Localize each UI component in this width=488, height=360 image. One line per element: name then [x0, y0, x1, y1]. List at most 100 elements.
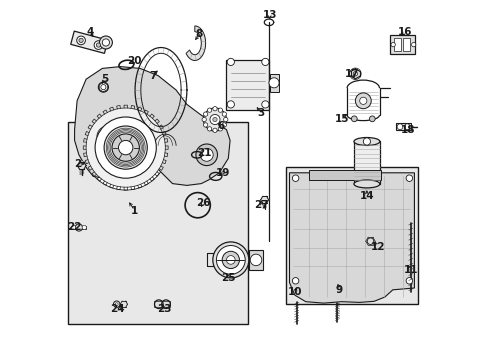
Circle shape [209, 114, 220, 125]
Circle shape [222, 123, 226, 127]
Text: 12: 12 [370, 242, 384, 252]
Text: 7: 7 [149, 71, 156, 81]
Circle shape [404, 124, 409, 130]
Circle shape [83, 105, 168, 190]
Ellipse shape [353, 180, 379, 188]
Text: 16: 16 [397, 27, 411, 37]
Polygon shape [120, 301, 127, 307]
Circle shape [79, 38, 83, 42]
Circle shape [99, 36, 112, 49]
Text: 19: 19 [215, 168, 230, 178]
Circle shape [223, 117, 227, 122]
Text: 18: 18 [400, 125, 415, 135]
Circle shape [352, 72, 357, 76]
Circle shape [200, 148, 213, 161]
Circle shape [113, 301, 120, 307]
Circle shape [216, 246, 244, 274]
Bar [309, 170, 381, 180]
Polygon shape [75, 67, 230, 185]
Polygon shape [186, 26, 205, 60]
Circle shape [218, 108, 222, 112]
Text: 25: 25 [221, 273, 235, 283]
Polygon shape [289, 173, 413, 303]
Text: 21: 21 [197, 148, 211, 158]
Circle shape [203, 123, 207, 127]
Circle shape [222, 112, 226, 116]
Circle shape [112, 134, 139, 161]
Polygon shape [77, 162, 86, 169]
Circle shape [406, 278, 412, 284]
Text: 14: 14 [359, 191, 373, 201]
Circle shape [292, 175, 298, 181]
Circle shape [218, 127, 222, 131]
Text: 3: 3 [257, 108, 264, 118]
Ellipse shape [353, 138, 379, 145]
Bar [353, 141, 379, 184]
Text: 27: 27 [254, 200, 268, 210]
Circle shape [355, 93, 370, 109]
Text: 2: 2 [74, 159, 81, 169]
Bar [269, 74, 278, 92]
Circle shape [104, 126, 147, 169]
Circle shape [359, 97, 366, 104]
Circle shape [207, 127, 211, 131]
Text: 15: 15 [334, 114, 348, 124]
FancyBboxPatch shape [68, 122, 247, 324]
Circle shape [203, 112, 207, 116]
Circle shape [212, 107, 217, 111]
Text: 4: 4 [86, 27, 94, 37]
Text: 23: 23 [157, 304, 171, 314]
Bar [154, 301, 170, 307]
Text: 20: 20 [127, 56, 142, 66]
Circle shape [75, 224, 82, 231]
Circle shape [71, 225, 76, 230]
Circle shape [351, 116, 356, 122]
Circle shape [95, 117, 156, 178]
Circle shape [268, 78, 279, 88]
Circle shape [202, 117, 206, 122]
Circle shape [292, 278, 298, 284]
Text: 22: 22 [67, 222, 81, 232]
Circle shape [102, 39, 109, 46]
Circle shape [363, 138, 370, 145]
Circle shape [212, 242, 248, 278]
Bar [248, 250, 263, 270]
Bar [396, 123, 410, 130]
Circle shape [77, 36, 85, 45]
Text: 9: 9 [335, 285, 342, 295]
Circle shape [212, 117, 217, 122]
Circle shape [98, 82, 108, 92]
Circle shape [411, 42, 415, 47]
Circle shape [86, 108, 165, 187]
Circle shape [96, 43, 101, 47]
Circle shape [226, 256, 235, 264]
Text: 1: 1 [131, 206, 138, 216]
Circle shape [94, 41, 102, 49]
Circle shape [261, 101, 268, 108]
Circle shape [368, 116, 374, 122]
Text: 13: 13 [262, 10, 276, 20]
Text: 5: 5 [101, 74, 108, 84]
Circle shape [227, 58, 234, 66]
Circle shape [250, 254, 261, 266]
Circle shape [212, 128, 217, 132]
Circle shape [82, 225, 86, 230]
Text: 24: 24 [110, 304, 125, 314]
Text: 11: 11 [403, 265, 417, 275]
Circle shape [222, 251, 239, 269]
Bar [72, 226, 86, 229]
Circle shape [406, 175, 412, 181]
Bar [403, 38, 409, 51]
Polygon shape [141, 53, 181, 127]
Circle shape [118, 140, 133, 155]
Bar [389, 35, 415, 54]
Circle shape [227, 101, 234, 108]
Circle shape [196, 144, 217, 166]
Text: 26: 26 [196, 198, 210, 208]
Text: 6: 6 [217, 121, 224, 131]
Circle shape [115, 303, 118, 306]
Circle shape [203, 108, 226, 131]
Text: 17: 17 [345, 69, 359, 79]
Circle shape [101, 85, 106, 90]
Circle shape [366, 238, 373, 244]
